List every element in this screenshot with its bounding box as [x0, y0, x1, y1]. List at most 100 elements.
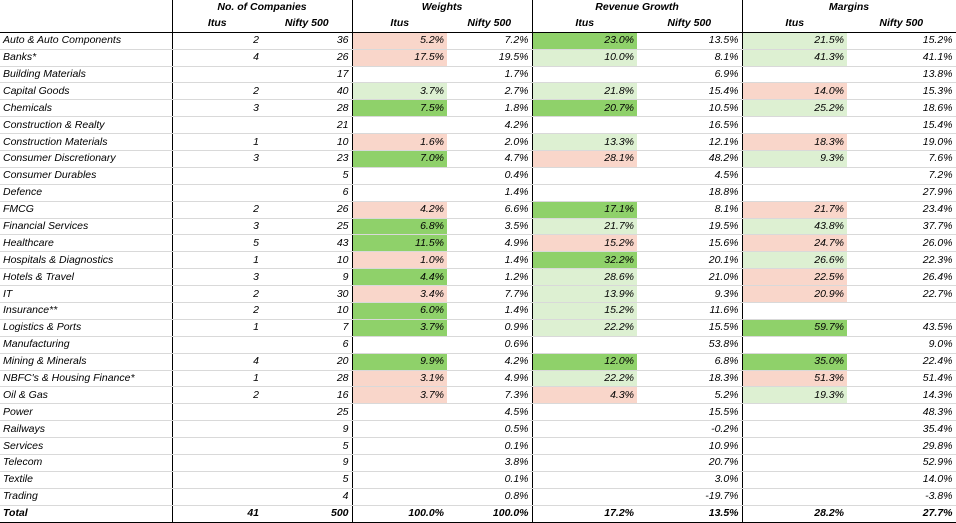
- sector-name: Mining & Minerals: [0, 353, 172, 371]
- margin-itus: [742, 116, 848, 135]
- companies-itus: 4: [171, 353, 262, 371]
- margin-itus: 21.5%: [742, 32, 848, 50]
- weight-itus: [352, 420, 448, 439]
- table-row: Trading 4 0.8% -19.7% -3.8%: [0, 488, 956, 506]
- margin-nifty: 27.9%: [847, 184, 956, 202]
- weight-nifty: 1.7%: [447, 66, 533, 84]
- companies-nifty: 6: [262, 184, 353, 202]
- growth-itus: 28.1%: [532, 150, 638, 168]
- companies-nifty: 21: [262, 116, 353, 135]
- weight-itus: 7.5%: [352, 99, 448, 118]
- weight-nifty: 4.9%: [447, 370, 533, 388]
- weight-itus: 6.0%: [352, 302, 448, 320]
- margin-itus: 59.7%: [742, 319, 848, 337]
- weight-nifty: 0.4%: [447, 167, 533, 185]
- companies-nifty: 500: [262, 504, 353, 523]
- growth-itus: [532, 66, 638, 84]
- companies-itus: [171, 420, 262, 439]
- companies-nifty: 10: [262, 133, 353, 152]
- group-header-companies: No. of Companies: [171, 0, 353, 16]
- col-header-nifty: Nifty 500: [447, 15, 533, 33]
- sector-name: Healthcare: [0, 234, 172, 253]
- sector-name: Insurance**: [0, 302, 172, 320]
- companies-nifty: 25: [262, 403, 353, 422]
- companies-itus: 1: [171, 133, 262, 152]
- sector-name: Consumer Durables: [0, 167, 172, 185]
- weight-itus: [352, 403, 448, 422]
- margin-itus: [742, 420, 848, 439]
- companies-nifty: 28: [262, 370, 353, 388]
- growth-itus: 15.2%: [532, 302, 638, 320]
- companies-itus: [171, 184, 262, 202]
- margin-itus: [742, 488, 848, 506]
- growth-nifty: 20.1%: [637, 251, 743, 270]
- margin-nifty: 26.0%: [847, 234, 956, 253]
- companies-itus: 41: [171, 504, 262, 523]
- weight-nifty: 0.1%: [447, 471, 533, 489]
- companies-itus: 2: [171, 302, 262, 320]
- companies-nifty: 26: [262, 49, 353, 67]
- companies-nifty: 9: [262, 420, 353, 439]
- growth-nifty: 18.3%: [637, 370, 743, 388]
- growth-itus: 32.2%: [532, 251, 638, 270]
- sector-name: Textile: [0, 471, 172, 489]
- weight-itus: 6.8%: [352, 218, 448, 236]
- companies-nifty: 9: [262, 268, 353, 287]
- table-row: Financial Services 3 25 6.8% 3.5% 21.7% 19.5% 4…: [0, 218, 956, 236]
- margin-itus: 19.3%: [742, 386, 848, 405]
- table-row: Construction Materials 1 10 1.6% 2.0% 13.3% 12…: [0, 133, 956, 152]
- sector-name: Logistics & Ports: [0, 319, 172, 337]
- growth-itus: [532, 454, 638, 472]
- growth-nifty: 9.3%: [637, 285, 743, 304]
- margin-itus: [742, 403, 848, 422]
- weight-itus: [352, 116, 448, 135]
- margin-itus: [742, 336, 848, 354]
- margin-itus: 22.5%: [742, 268, 848, 287]
- margin-nifty: 15.3%: [847, 82, 956, 101]
- companies-itus: [171, 66, 262, 84]
- companies-nifty: 17: [262, 66, 353, 84]
- weight-nifty: 0.8%: [447, 488, 533, 506]
- weight-nifty: 7.3%: [447, 386, 533, 405]
- weight-nifty: 1.4%: [447, 251, 533, 270]
- table-row: Consumer Durables 5 0.4% 4.5% 7.2%: [0, 167, 956, 185]
- growth-nifty: -0.2%: [637, 420, 743, 439]
- margin-nifty: 52.9%: [847, 454, 956, 472]
- growth-nifty: 48.2%: [637, 150, 743, 168]
- companies-itus: 3: [171, 268, 262, 287]
- sector-name: Defence: [0, 184, 172, 202]
- weight-nifty: 1.4%: [447, 184, 533, 202]
- weight-itus: [352, 167, 448, 185]
- growth-nifty: 15.5%: [637, 319, 743, 337]
- margin-nifty: -3.8%: [847, 488, 956, 506]
- table-row: Capital Goods 2 40 3.7% 2.7% 21.8% 15.4% 14.0% 1…: [0, 82, 956, 101]
- growth-itus: 21.8%: [532, 82, 638, 101]
- table-row: Textile 5 0.1% 3.0% 14.0%: [0, 471, 956, 489]
- sector-name: Hospitals & Diagnostics: [0, 251, 172, 270]
- growth-itus: [532, 420, 638, 439]
- growth-nifty: 13.5%: [637, 32, 743, 50]
- weight-itus: [352, 437, 448, 456]
- companies-itus: 3: [171, 99, 262, 118]
- margin-itus: [742, 167, 848, 185]
- weight-itus: 9.9%: [352, 353, 448, 371]
- table-row: Building Materials 17 1.7% 6.9% 13.8%: [0, 66, 956, 84]
- weight-nifty: 0.1%: [447, 437, 533, 456]
- growth-nifty: 8.1%: [637, 49, 743, 67]
- growth-nifty: 21.0%: [637, 268, 743, 287]
- growth-itus: [532, 167, 638, 185]
- col-header-nifty: Nifty 500: [637, 15, 743, 33]
- table-row: Construction & Realty 21 4.2% 16.5% 15.4%: [0, 116, 956, 135]
- growth-itus: 23.0%: [532, 32, 638, 50]
- col-header-itus: Itus: [532, 15, 638, 33]
- group-header-margins: Margins: [742, 0, 956, 16]
- margin-nifty: 18.6%: [847, 99, 956, 118]
- sector-name: Hotels & Travel: [0, 268, 172, 287]
- weight-nifty: 6.6%: [447, 201, 533, 219]
- weight-itus: 1.0%: [352, 251, 448, 270]
- table-row: Hotels & Travel 3 9 4.4% 1.2% 28.6% 21.0% 22.5%…: [0, 268, 956, 287]
- sub-header-row: Itus Nifty 500 Itus Nifty 500 Itus Nifty…: [0, 15, 956, 33]
- weight-nifty: 4.5%: [447, 403, 533, 422]
- weight-nifty: 3.8%: [447, 454, 533, 472]
- col-header-itus: Itus: [352, 15, 448, 33]
